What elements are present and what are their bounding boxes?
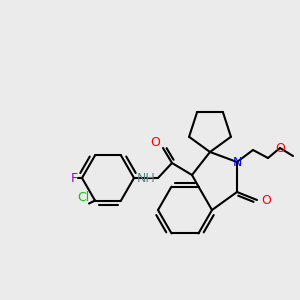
Text: N: N [232,155,242,169]
Text: O: O [275,142,285,154]
Text: O: O [261,194,271,206]
Text: Cl: Cl [77,190,89,203]
Text: F: F [71,172,78,184]
Text: NH: NH [137,172,156,184]
Text: O: O [150,136,160,149]
